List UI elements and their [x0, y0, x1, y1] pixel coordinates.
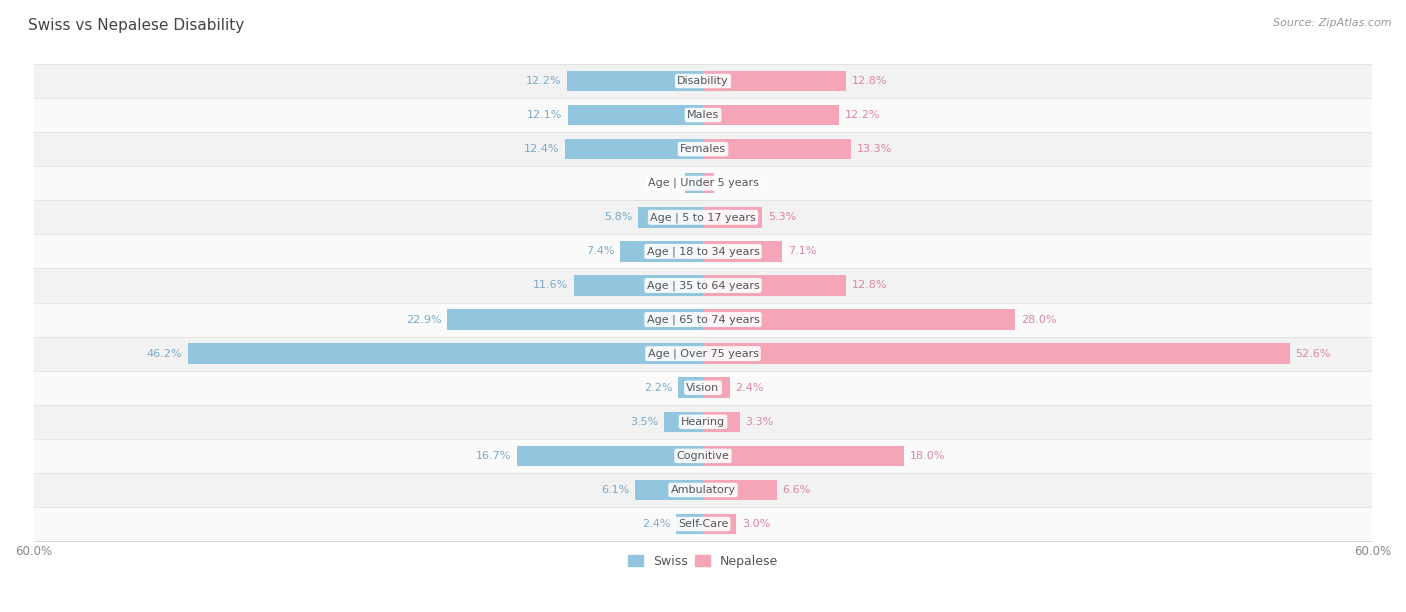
Bar [567, 71, 703, 91]
Bar [187, 343, 703, 364]
Text: 28.0%: 28.0% [1021, 315, 1056, 324]
Bar [565, 139, 703, 159]
Text: 12.2%: 12.2% [845, 110, 880, 120]
Bar [34, 507, 1372, 541]
Bar [703, 378, 730, 398]
Bar [703, 105, 839, 125]
Bar [703, 309, 1015, 330]
Text: 12.8%: 12.8% [852, 280, 887, 291]
Text: 52.6%: 52.6% [1295, 349, 1331, 359]
Text: 2.4%: 2.4% [735, 382, 763, 393]
Bar [34, 98, 1372, 132]
Bar [34, 439, 1372, 473]
Text: 3.5%: 3.5% [630, 417, 658, 427]
Bar [703, 241, 782, 261]
Bar [703, 411, 740, 432]
Text: 5.8%: 5.8% [605, 212, 633, 222]
Bar [34, 371, 1372, 405]
Bar [34, 337, 1372, 371]
Bar [34, 234, 1372, 269]
Text: 12.4%: 12.4% [523, 144, 560, 154]
Bar [34, 132, 1372, 166]
Text: Hearing: Hearing [681, 417, 725, 427]
Text: 1.6%: 1.6% [651, 178, 679, 188]
Text: 16.7%: 16.7% [475, 451, 512, 461]
Bar [516, 446, 703, 466]
Bar [703, 343, 1289, 364]
Bar [620, 241, 703, 261]
Bar [34, 473, 1372, 507]
Text: 0.97%: 0.97% [720, 178, 755, 188]
Text: 7.4%: 7.4% [586, 247, 614, 256]
Text: Age | 35 to 64 years: Age | 35 to 64 years [647, 280, 759, 291]
Text: Males: Males [688, 110, 718, 120]
Text: Ambulatory: Ambulatory [671, 485, 735, 495]
Bar [703, 514, 737, 534]
Bar [34, 405, 1372, 439]
Text: 11.6%: 11.6% [533, 280, 568, 291]
Bar [703, 446, 904, 466]
Bar [638, 207, 703, 228]
Text: Age | 65 to 74 years: Age | 65 to 74 years [647, 315, 759, 325]
Bar [574, 275, 703, 296]
Text: Self-Care: Self-Care [678, 519, 728, 529]
Bar [34, 200, 1372, 234]
Text: 13.3%: 13.3% [858, 144, 893, 154]
Text: Age | 5 to 17 years: Age | 5 to 17 years [650, 212, 756, 223]
Bar [703, 173, 714, 193]
Text: 5.3%: 5.3% [768, 212, 796, 222]
Text: Age | 18 to 34 years: Age | 18 to 34 years [647, 246, 759, 256]
Bar [34, 302, 1372, 337]
Legend: Swiss, Nepalese: Swiss, Nepalese [623, 550, 783, 573]
Bar [676, 514, 703, 534]
Text: Vision: Vision [686, 382, 720, 393]
Text: 22.9%: 22.9% [406, 315, 441, 324]
Text: 12.1%: 12.1% [527, 110, 562, 120]
Text: 6.1%: 6.1% [602, 485, 630, 495]
Bar [636, 480, 703, 500]
Text: Age | Under 5 years: Age | Under 5 years [648, 178, 758, 188]
Bar [703, 139, 852, 159]
Text: Cognitive: Cognitive [676, 451, 730, 461]
Bar [685, 173, 703, 193]
Bar [679, 378, 703, 398]
Text: Disability: Disability [678, 76, 728, 86]
Bar [664, 411, 703, 432]
Bar [703, 71, 846, 91]
Text: 6.6%: 6.6% [782, 485, 810, 495]
Text: 3.0%: 3.0% [742, 519, 770, 529]
Bar [703, 207, 762, 228]
Text: 12.8%: 12.8% [852, 76, 887, 86]
Text: Source: ZipAtlas.com: Source: ZipAtlas.com [1274, 18, 1392, 28]
Text: Swiss vs Nepalese Disability: Swiss vs Nepalese Disability [28, 18, 245, 34]
Bar [703, 480, 776, 500]
Text: Age | Over 75 years: Age | Over 75 years [648, 348, 758, 359]
Bar [34, 166, 1372, 200]
Bar [34, 269, 1372, 302]
Bar [703, 275, 846, 296]
Bar [568, 105, 703, 125]
Text: 2.4%: 2.4% [643, 519, 671, 529]
Text: 2.2%: 2.2% [644, 382, 673, 393]
Text: 46.2%: 46.2% [146, 349, 181, 359]
Text: 12.2%: 12.2% [526, 76, 561, 86]
Bar [447, 309, 703, 330]
Text: 7.1%: 7.1% [787, 247, 815, 256]
Text: Females: Females [681, 144, 725, 154]
Bar [34, 64, 1372, 98]
Text: 3.3%: 3.3% [745, 417, 773, 427]
Text: 18.0%: 18.0% [910, 451, 945, 461]
